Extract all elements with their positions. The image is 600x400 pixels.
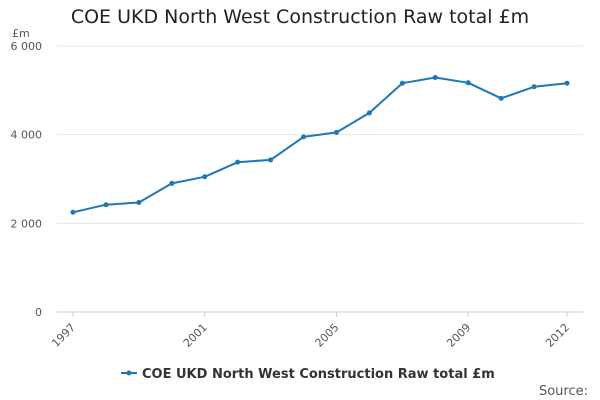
data-point[interactable] xyxy=(498,95,504,101)
chart-title: COE UKD North West Construction Raw tota… xyxy=(70,6,530,28)
x-tick-label: 2001 xyxy=(181,321,210,350)
data-point[interactable] xyxy=(169,180,175,186)
data-point[interactable] xyxy=(301,134,307,140)
legend-point-marker xyxy=(126,370,132,376)
data-point[interactable] xyxy=(103,202,109,208)
data-point[interactable] xyxy=(136,199,142,205)
y-tick-label: 0 xyxy=(35,306,42,319)
data-point[interactable] xyxy=(202,174,208,180)
x-tick-label: 2009 xyxy=(444,321,473,350)
source-label: Source: xyxy=(539,384,588,399)
series-layer xyxy=(70,74,570,215)
y-tick-label: 2 000 xyxy=(11,217,43,230)
y-tick-labels: 0 2 000 4 000 6 000 xyxy=(11,40,43,319)
data-point[interactable] xyxy=(366,110,372,116)
data-point[interactable] xyxy=(70,209,76,215)
data-point[interactable] xyxy=(235,159,241,165)
x-tick-label: 1997 xyxy=(49,321,78,350)
data-point[interactable] xyxy=(564,80,570,86)
series-line xyxy=(72,76,568,214)
data-point[interactable] xyxy=(432,74,438,80)
data-point[interactable] xyxy=(531,84,537,90)
data-point[interactable] xyxy=(268,157,274,163)
x-tick-label: 2012 xyxy=(543,321,572,350)
x-tick-label: 2005 xyxy=(313,321,342,350)
axes xyxy=(57,311,583,317)
x-tick-labels: 1997 2001 2005 2009 2012 xyxy=(49,321,572,350)
legend-entry-label: COE UKD North West Construction Raw tota… xyxy=(142,367,495,382)
data-point[interactable] xyxy=(465,80,471,86)
y-axis-unit-label: £m xyxy=(12,27,30,40)
legend[interactable]: COE UKD North West Construction Raw tota… xyxy=(121,367,495,382)
y-tick-label: 6 000 xyxy=(11,40,43,53)
y-tick-label: 4 000 xyxy=(11,129,43,142)
data-point[interactable] xyxy=(399,80,405,86)
data-point[interactable] xyxy=(333,129,339,135)
